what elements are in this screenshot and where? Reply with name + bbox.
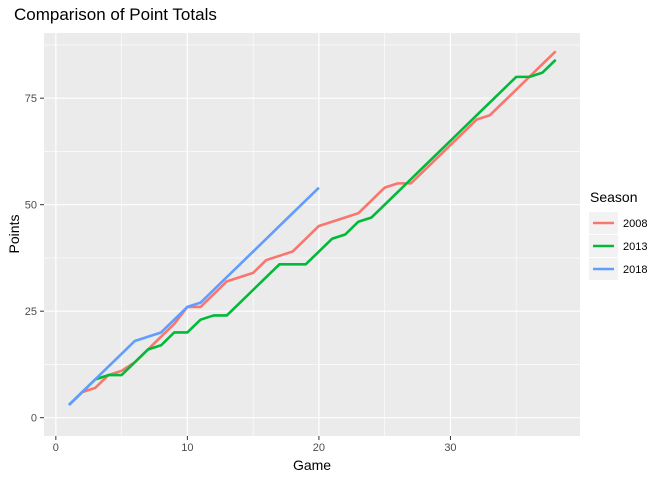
- series-line-2013: [68, 58, 557, 406]
- x-axis: 0 10 20 30: [53, 436, 457, 454]
- series-line-2008: [68, 50, 557, 406]
- y-tick-label: 0: [31, 413, 37, 425]
- series-lines: [68, 50, 557, 406]
- legend-label-2013: 2013: [623, 241, 647, 253]
- legend: Season 2008 2013 2018: [589, 189, 647, 280]
- x-tick-label: 30: [444, 442, 456, 454]
- x-tick-label: 20: [313, 442, 325, 454]
- y-tick-label: 75: [25, 93, 37, 105]
- legend-label-2008: 2008: [623, 218, 647, 230]
- x-tick-label: 10: [181, 442, 193, 454]
- chart-title: Comparison of Point Totals: [14, 5, 217, 24]
- y-axis: 0 25 50 75: [25, 93, 44, 425]
- y-axis-title: Points: [6, 215, 22, 254]
- y-tick-label: 25: [25, 306, 37, 318]
- x-tick-label: 0: [53, 442, 59, 454]
- legend-label-2018: 2018: [623, 264, 647, 276]
- series-line-2018: [68, 186, 320, 406]
- grid-major: [44, 33, 580, 436]
- legend-title: Season: [590, 189, 637, 205]
- x-axis-title: Game: [293, 457, 331, 473]
- y-tick-label: 50: [25, 200, 37, 212]
